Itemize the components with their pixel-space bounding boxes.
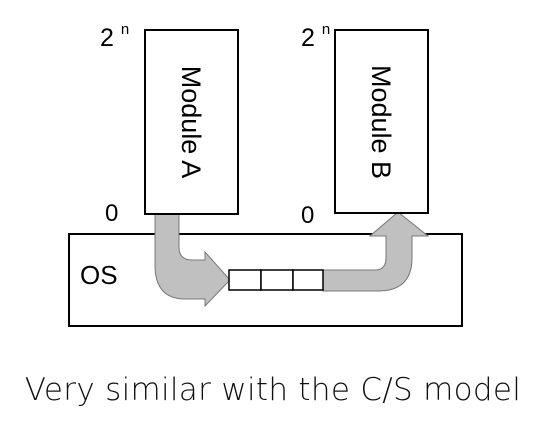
module-b-top-base: 2 [301,24,315,52]
module-a-box [144,29,239,215]
queue-slot [228,269,262,291]
arrow-queue-to-b [322,211,430,292]
module-b-bottom-label: 0 [301,202,314,229]
os-label: OS [80,260,118,290]
module-a-top-exponent: n [121,21,129,38]
module-b-label: Module B [366,65,396,179]
module-a-top-base: 2 [100,24,114,52]
module-a-top-label: 2 n [100,21,129,52]
diagram-svg: OS Module A 2 n 0 Module B 2 n 0 [68,21,463,327]
module-a-label: Module A [176,66,206,179]
module-b-box [334,29,429,214]
module-a-bottom-label: 0 [105,200,118,227]
caption: Very similar with the C/S model [24,372,522,408]
arrow-a-to-queue [154,213,231,308]
queue-slot [260,269,294,291]
message-queue [228,269,324,291]
queue-slot [292,269,324,291]
module-b-top-exponent: n [322,21,330,38]
module-b-top-label: 2 n [301,21,330,52]
